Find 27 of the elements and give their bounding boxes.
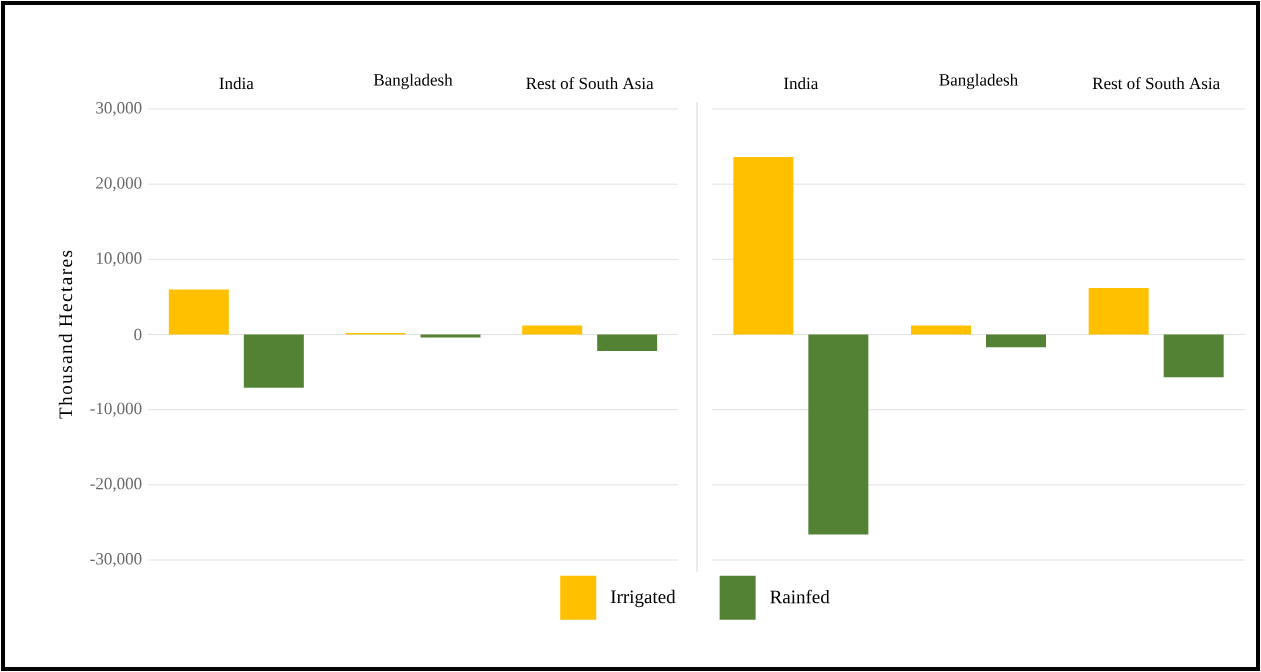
bar — [168, 289, 229, 335]
y-tick-label: 20,000 — [96, 177, 142, 192]
bar — [986, 334, 1047, 348]
bar — [1088, 287, 1149, 335]
y-axis-title: Thousand Hectares — [58, 250, 73, 419]
y-tick-label: -30,000 — [90, 553, 142, 567]
x-tick-label: Rest of South Asia — [526, 77, 654, 90]
x-tick-label: India — [219, 77, 254, 90]
x-tick-label: Bangladesh — [373, 73, 453, 90]
bar — [911, 325, 972, 335]
bar — [597, 334, 658, 352]
x-tick-label: Bangladesh — [939, 73, 1018, 90]
bar — [1163, 334, 1224, 378]
legend-label: Rainfed — [770, 589, 830, 604]
legend-label: Irrigated — [610, 589, 676, 608]
bar — [243, 334, 304, 388]
y-tick-label: 0 — [134, 328, 142, 341]
bar — [808, 334, 869, 535]
bar — [733, 157, 794, 335]
y-tick-label: 10,000 — [96, 252, 142, 267]
x-tick-label: India — [783, 77, 819, 90]
y-tick-label: 30,000 — [96, 102, 142, 116]
x-tick-label: Rest of South Asia — [1092, 77, 1220, 90]
bar — [522, 325, 583, 335]
y-tick-label: -20,000 — [90, 477, 142, 492]
y-tick-label: -10,000 — [90, 402, 142, 417]
bar — [420, 334, 481, 338]
